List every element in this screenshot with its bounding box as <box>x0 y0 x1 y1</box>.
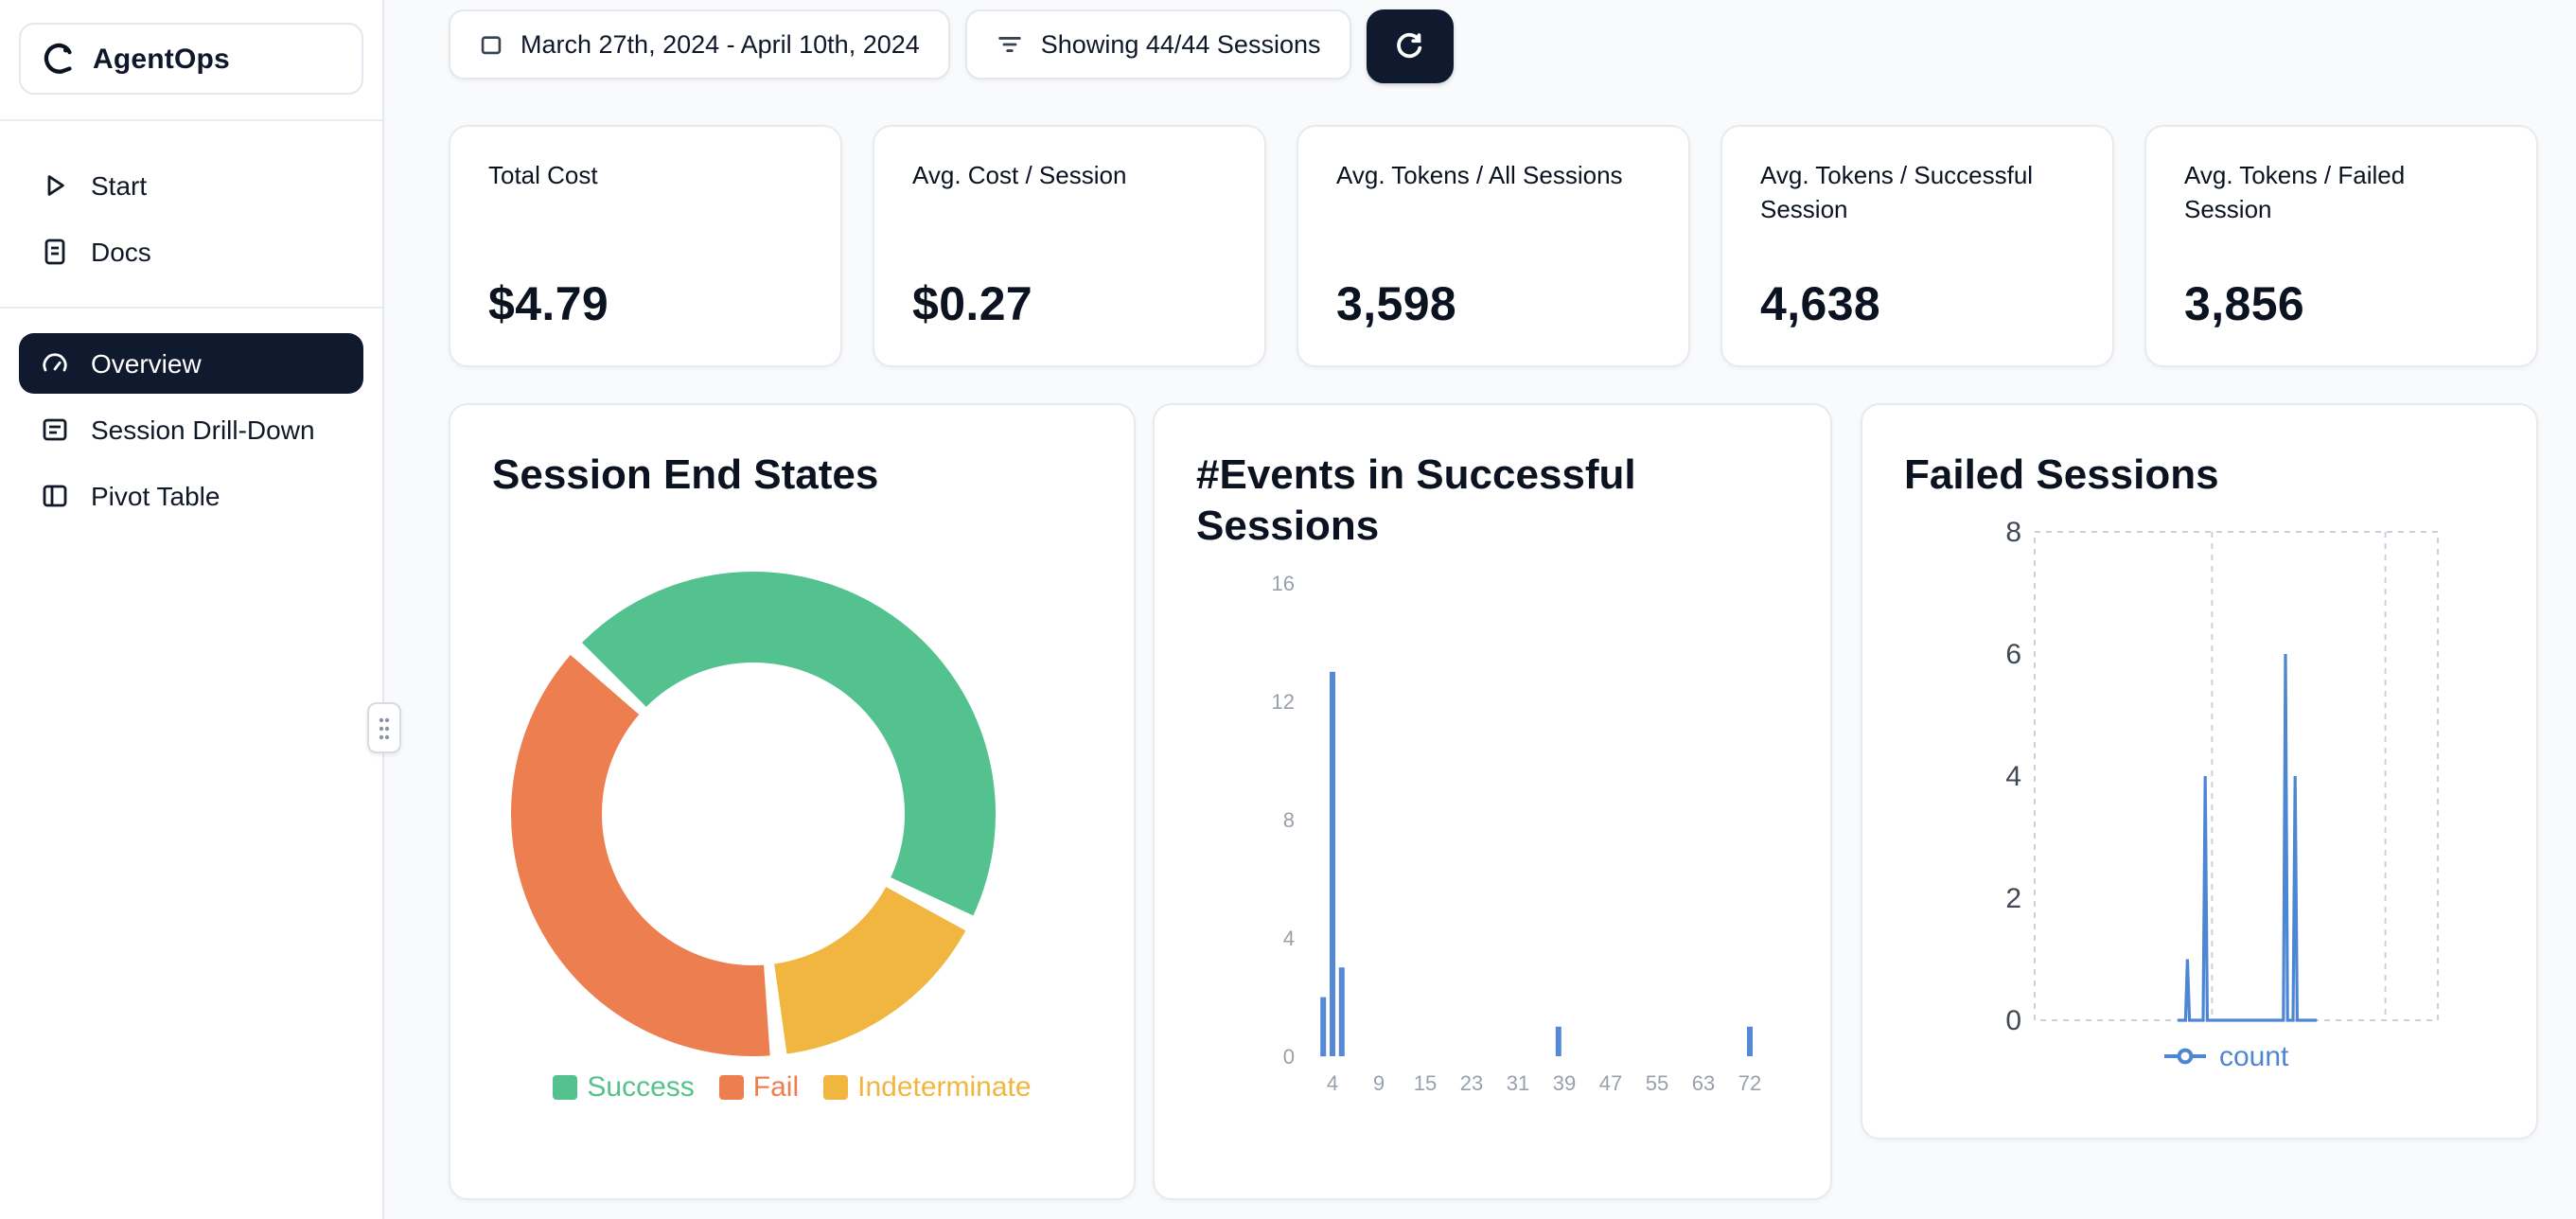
svg-text:8: 8 <box>2005 519 2021 548</box>
svg-text:12: 12 <box>1272 690 1295 714</box>
sidebar: AgentOps Start Docs <box>0 0 384 1219</box>
svg-text:23: 23 <box>1460 1071 1483 1095</box>
list-card-icon <box>40 415 70 445</box>
document-icon <box>40 237 70 267</box>
sessions-filter-button[interactable]: Showing 44/44 Sessions <box>964 9 1351 80</box>
svg-text:4: 4 <box>2005 761 2021 792</box>
donut-legend: Success Fail Indeterminate <box>450 1071 1134 1104</box>
svg-text:8: 8 <box>1283 808 1295 832</box>
sidebar-divider <box>0 307 382 309</box>
svg-text:31: 31 <box>1507 1071 1529 1095</box>
refresh-icon <box>1394 30 1426 62</box>
svg-text:0: 0 <box>2005 1005 2021 1036</box>
stat-card-avg-tokens-successful: Avg. Tokens / Successful Session 4,638 <box>1720 125 2114 367</box>
filter-icon <box>996 30 1024 59</box>
sessions-filter-label: Showing 44/44 Sessions <box>1040 30 1321 59</box>
failed-legend-count[interactable]: count <box>2219 1041 2289 1072</box>
svg-text:2: 2 <box>2005 883 2021 914</box>
main-content: March 27th, 2024 - April 10th, 2024 Show… <box>382 0 2576 1219</box>
svg-text:55: 55 <box>1646 1071 1668 1095</box>
failed-sessions-line-chart[interactable]: 0 2 4 6 8 count <box>1938 519 2506 1105</box>
calendar-icon <box>479 32 503 57</box>
legend-item-indeterminate[interactable]: Indeterminate <box>823 1071 1032 1104</box>
refresh-button[interactable] <box>1366 9 1454 83</box>
stat-card-avg-cost-session: Avg. Cost / Session $0.27 <box>873 125 1266 367</box>
gauge-icon <box>40 348 70 379</box>
sidebar-nav: Start Docs Over <box>0 146 382 536</box>
legend-label: Success <box>587 1071 695 1104</box>
date-range-button[interactable]: March 27th, 2024 - April 10th, 2024 <box>449 9 950 80</box>
legend-swatch <box>718 1075 744 1100</box>
count-legend-marker-icon <box>2177 1048 2194 1065</box>
sidebar-item-session-drill-down[interactable]: Session Drill-Down <box>19 399 363 460</box>
svg-text:4: 4 <box>1283 927 1295 950</box>
legend-label: Indeterminate <box>857 1071 1032 1104</box>
legend-item-success[interactable]: Success <box>553 1071 695 1104</box>
svg-text:16: 16 <box>1272 572 1295 595</box>
donut-chart[interactable] <box>488 549 1018 1088</box>
sidebar-divider <box>0 119 382 121</box>
legend-label: Fail <box>752 1071 800 1104</box>
sidebar-item-pivot-table[interactable]: Pivot Table <box>19 466 363 526</box>
stat-label: Avg. Tokens / All Sessions <box>1336 161 1623 189</box>
stat-value: 4,638 <box>1760 278 1881 331</box>
table-columns-icon <box>40 481 70 511</box>
stat-value: 3,856 <box>2184 278 2305 331</box>
legend-swatch <box>553 1075 578 1100</box>
stat-value: $4.79 <box>488 278 609 331</box>
svg-text:6: 6 <box>2005 639 2021 670</box>
svg-text:63: 63 <box>1692 1071 1715 1095</box>
stat-label: Total Cost <box>488 161 598 189</box>
brand[interactable]: AgentOps <box>19 23 363 95</box>
svg-text:15: 15 <box>1414 1071 1437 1095</box>
svg-text:39: 39 <box>1553 1071 1576 1095</box>
date-range-label: March 27th, 2024 - April 10th, 2024 <box>520 30 920 59</box>
sidebar-item-label: Overview <box>91 348 202 379</box>
legend-swatch <box>823 1075 849 1100</box>
svg-text:72: 72 <box>1738 1071 1761 1095</box>
play-icon <box>40 170 70 201</box>
svg-text:4: 4 <box>1327 1071 1338 1095</box>
sidebar-item-start[interactable]: Start <box>19 155 363 216</box>
sidebar-item-docs[interactable]: Docs <box>19 221 363 282</box>
failed-sessions-card: Failed Sessions 0 2 4 6 8 count <box>1861 403 2538 1140</box>
events-in-successful-sessions-card: #Events in Successful Sessions 0 4 8 12 16 4 9… <box>1153 403 1832 1200</box>
session-end-states-card: Session End States Success Fail Indeterm… <box>449 403 1136 1200</box>
stat-label: Avg. Tokens / Failed Session <box>2184 161 2406 224</box>
stat-value: $0.27 <box>912 278 1033 331</box>
stat-label: Avg. Tokens / Successful Session <box>1760 161 2034 224</box>
toolbar: March 27th, 2024 - April 10th, 2024 Show… <box>449 9 1454 83</box>
stat-label: Avg. Cost / Session <box>912 161 1127 189</box>
chart-title: Session End States <box>492 450 879 498</box>
sidebar-item-label: Docs <box>91 237 151 267</box>
sidebar-item-overview[interactable]: Overview <box>19 333 363 394</box>
events-bar-chart[interactable]: 0 4 8 12 16 4 9 15 23 31 39 47 55 63 72 <box>1211 568 1825 1121</box>
sidebar-item-label: Start <box>91 170 148 201</box>
brand-name: AgentOps <box>93 43 230 75</box>
chart-title: Failed Sessions <box>1904 450 2219 498</box>
agentops-logo-icon <box>40 40 78 78</box>
stat-value: 3,598 <box>1336 278 1457 331</box>
stat-card-total-cost: Total Cost $4.79 <box>449 125 842 367</box>
svg-text:47: 47 <box>1599 1071 1622 1095</box>
sidebar-item-label: Session Drill-Down <box>91 415 315 445</box>
stat-card-avg-tokens-failed: Avg. Tokens / Failed Session 3,856 <box>2144 125 2538 367</box>
chart-title: #Events in Successful Sessions <box>1196 450 1636 549</box>
svg-text:0: 0 <box>1283 1045 1295 1069</box>
svg-text:9: 9 <box>1373 1071 1385 1095</box>
stat-card-avg-tokens-all: Avg. Tokens / All Sessions 3,598 <box>1297 125 1690 367</box>
sidebar-resize-handle[interactable] <box>367 702 401 753</box>
sidebar-item-label: Pivot Table <box>91 481 221 511</box>
legend-item-fail[interactable]: Fail <box>718 1071 800 1104</box>
